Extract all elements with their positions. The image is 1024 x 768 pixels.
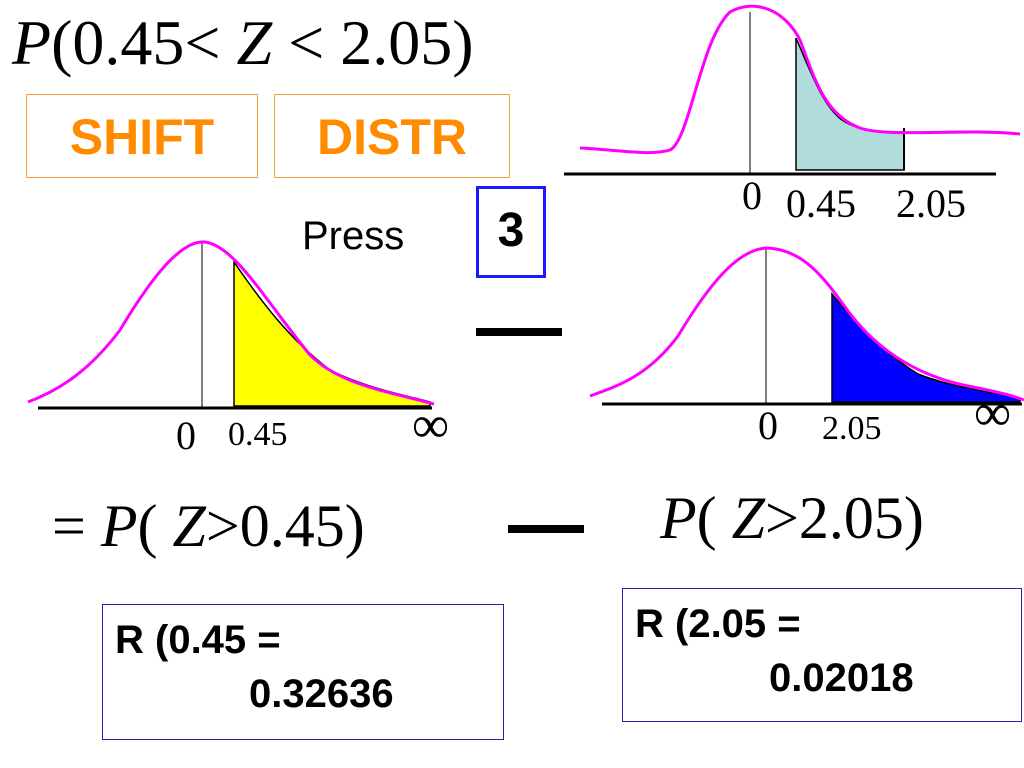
title-close: ) (452, 7, 474, 78)
curve-right-zero-label: 0 (758, 403, 778, 448)
curve-left-shaded-region (233, 259, 431, 407)
eq-right-z: Z (731, 485, 766, 551)
eq-left-open: ( (137, 493, 158, 559)
eq-left-p: P (100, 493, 138, 559)
shift-key[interactable]: SHIFT (26, 94, 258, 178)
equation-right: P( Z>2.05) (660, 484, 924, 553)
title-lt2: < (288, 7, 325, 78)
result-box-left: R (0.45 = 0.32636 (102, 604, 504, 740)
key-3[interactable]: 3 (476, 186, 546, 278)
result-box-right: R (2.05 = 0.02018 (622, 588, 1022, 722)
press-label: Press (302, 214, 405, 258)
eq-left-z: Z (172, 493, 206, 559)
curve-left-a-label: 0.45 (228, 416, 288, 453)
curve-top-a-label: 0.45 (786, 181, 856, 226)
title-lower-bound: 0.45 (72, 7, 185, 78)
equals-sign: = (52, 493, 86, 559)
eq-right-p: P (660, 485, 697, 551)
curve-left-zero-label: 0 (176, 413, 196, 458)
eq-right-value: 2.05 (798, 485, 904, 551)
minus-sign-bottom (508, 525, 584, 533)
curve-top-zero-label: 0 (742, 173, 762, 218)
curve-left-inf-label: ∞ (412, 397, 450, 454)
curve-top-line (579, 4, 1021, 155)
curve-left-diagram (27, 240, 435, 410)
result-right-value: 0.02018 (769, 656, 914, 700)
curve-right-inf-label: ∞ (974, 385, 1012, 442)
eq-left-gt: > (205, 493, 240, 559)
curve-top-shaded-region (795, 37, 905, 171)
curve-left-line (27, 240, 435, 406)
eq-right-close: ) (903, 485, 924, 551)
title-z: Z (236, 7, 273, 78)
curve-right-a-label: 2.05 (822, 410, 882, 447)
title-lt1: < (184, 7, 221, 78)
eq-left-close: ) (344, 493, 365, 559)
eq-left-value: 0.45 (239, 493, 345, 559)
curve-right-line (589, 246, 1024, 402)
minus-sign-top (476, 328, 562, 336)
title-p: P (12, 7, 52, 78)
title-equation: P(0.45< Z < 2.05) (12, 6, 474, 80)
result-left-value: 0.32636 (249, 672, 394, 716)
title-open: ( (51, 7, 73, 78)
curve-top-diagram (564, 4, 1021, 176)
curve-top-b-label: 2.05 (896, 181, 966, 226)
result-left-line1: R (0.45 = (115, 618, 281, 662)
eq-right-open: ( (696, 485, 717, 551)
title-upper-bound: 2.05 (340, 7, 453, 78)
eq-right-gt: > (765, 485, 799, 551)
curve-right-diagram (589, 246, 1024, 406)
result-right-line1: R (2.05 = (635, 602, 801, 646)
equation-left: = P( Z>0.45) (52, 492, 365, 561)
distr-key[interactable]: DISTR (274, 94, 510, 178)
